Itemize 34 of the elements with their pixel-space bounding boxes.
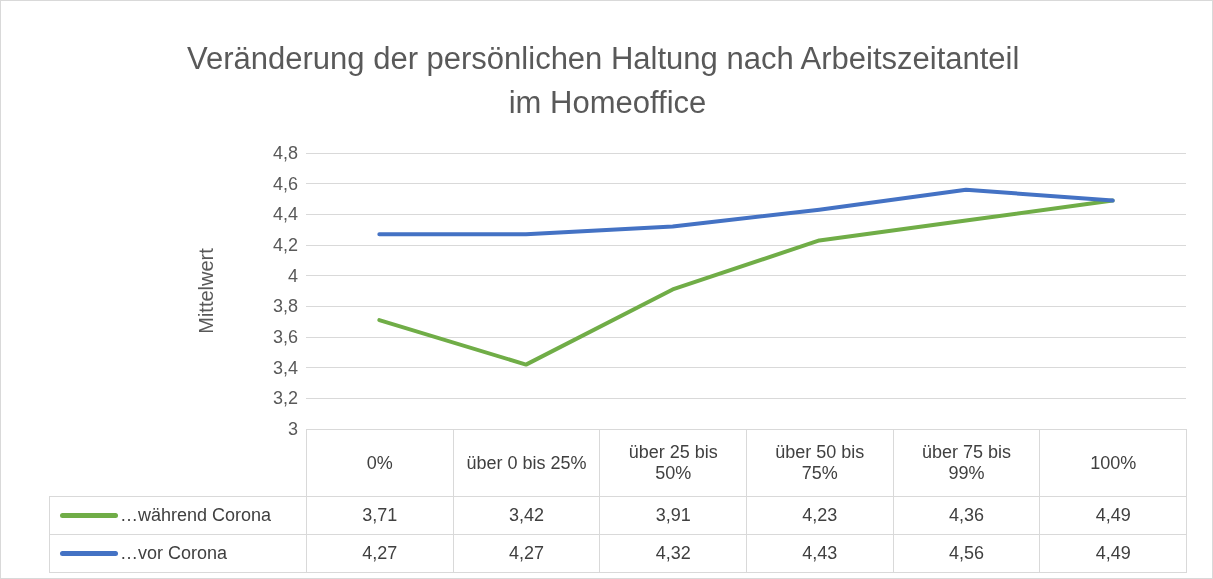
y-tick-label: 3,2 <box>272 388 298 409</box>
data-label: 4,36 <box>892 496 1041 535</box>
chart-title: Veränderung der persönlichen Haltung nach Arbeitszeitanteil im Homeoffice <box>187 40 1028 120</box>
legend-label: …vor Corona <box>120 543 228 564</box>
data-label: 4,43 <box>746 534 894 573</box>
x-tick-label: 100% <box>1039 429 1187 497</box>
y-tick-label: 3 <box>287 419 298 439</box>
x-tick-label: über 0 bis 25% <box>452 429 601 497</box>
legend-label: …während Corona <box>120 505 272 526</box>
data-label: 4,27 <box>306 534 454 573</box>
x-tick-label: über 75 bis 99% <box>892 429 1041 497</box>
data-label: 3,71 <box>306 496 454 535</box>
x-tick-label: über 50 bis 75% <box>746 429 894 497</box>
x-tick-label: über 25 bis 50% <box>599 429 747 497</box>
line-series <box>377 198 1115 367</box>
y-tick-label: 3,4 <box>272 357 298 378</box>
y-tick-label: 4,8 <box>272 143 298 163</box>
data-label: 4,27 <box>452 534 601 573</box>
data-label: 3,91 <box>599 496 747 535</box>
line-series <box>377 187 1115 237</box>
x-tick-label: 0% <box>306 429 454 497</box>
data-label: 4,49 <box>1039 496 1187 535</box>
data-label: 4,23 <box>746 496 894 535</box>
data-label: 4,56 <box>892 534 1041 573</box>
y-tick-label: 3,6 <box>272 327 298 347</box>
data-label: 4,32 <box>599 534 747 573</box>
y-tick-label: 4 <box>287 265 298 286</box>
y-tick-label: 4,2 <box>272 235 298 255</box>
y-tick-label: 4,6 <box>272 173 298 194</box>
y-tick-label: 4,4 <box>272 204 298 225</box>
y-tick-label: 3,8 <box>272 296 298 317</box>
data-label: 4,49 <box>1039 534 1187 573</box>
data-label: 3,42 <box>452 496 601 535</box>
y-axis-title: Mittelwert <box>195 247 217 334</box>
